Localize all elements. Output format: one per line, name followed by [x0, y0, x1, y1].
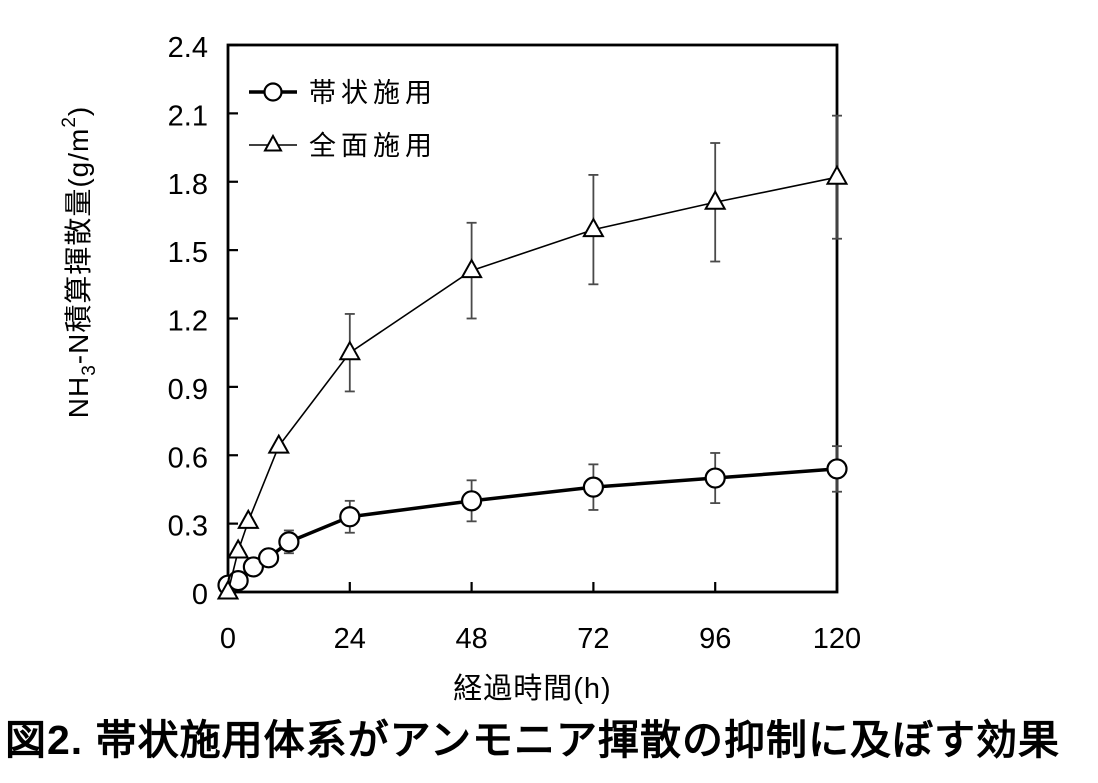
y-tick-label: 2.4: [168, 32, 208, 64]
legend-label: 帯状施用: [309, 78, 437, 108]
y-axis-title: NH3-N積算揮散量(g/m2): [59, 106, 100, 418]
triangle-marker: [582, 217, 605, 238]
circle-marker: [461, 490, 483, 512]
triangle-marker: [267, 433, 290, 454]
circle-marker: [582, 476, 605, 498]
triangle-marker: [226, 538, 250, 559]
legend-label: 全面施用: [309, 131, 437, 161]
circle-marker: [258, 547, 280, 569]
triangle-marker: [216, 579, 240, 600]
x-tick-label: 96: [699, 623, 731, 655]
plot-frame: [226, 43, 839, 594]
x-tick-label: 120: [813, 623, 861, 655]
y-tick-label: 1.5: [168, 237, 208, 269]
circle-marker: [826, 458, 848, 480]
y-tick-label: 2.1: [168, 100, 208, 132]
x-tick-label: 0: [220, 623, 236, 655]
triangle-marker: [703, 189, 727, 210]
series-broadcast-application: [216, 114, 849, 600]
x-axis-title: 経過時間(h): [453, 672, 611, 705]
legend-item: 帯状施用: [249, 78, 437, 108]
circle-marker: [242, 556, 264, 578]
series-band-application: [217, 445, 848, 596]
x-tick-label: 72: [577, 623, 609, 655]
circle-marker: [227, 570, 249, 592]
x-axis: 0 24 48 72 96 120: [220, 582, 861, 655]
circle-marker: [278, 531, 300, 553]
triangle-marker: [237, 508, 260, 529]
legend-item: 全面施用: [249, 131, 437, 161]
triangle-marker: [460, 258, 483, 279]
x-tick-label: 24: [334, 623, 366, 655]
y-tick-label: 0.3: [168, 511, 208, 543]
legend-triangle-marker: [263, 133, 283, 152]
y-tick-label: 0: [192, 579, 208, 611]
figure-caption: 図2. 帯状施用体系がアンモニア揮散の抑制に及ぼす効果: [5, 717, 1060, 763]
legend-circle-marker: [263, 82, 283, 102]
y-tick-label: 0.6: [168, 442, 208, 474]
y-tick-label: 1.8: [168, 169, 208, 201]
triangle-marker: [338, 340, 362, 361]
line-chart: 0 24 48 72 96 120 0 0.3 0.6 0.9 1.2 1.5 1.8 2.1 2.4 経過時…: [59, 32, 861, 705]
x-tick-label: 48: [455, 623, 487, 655]
series-line: [227, 467, 838, 587]
triangle-marker: [825, 164, 849, 185]
circle-marker: [339, 506, 361, 528]
y-tick-label: 1.2: [168, 306, 208, 338]
circle-marker: [704, 467, 726, 489]
y-tick-label: 0.9: [168, 374, 208, 406]
